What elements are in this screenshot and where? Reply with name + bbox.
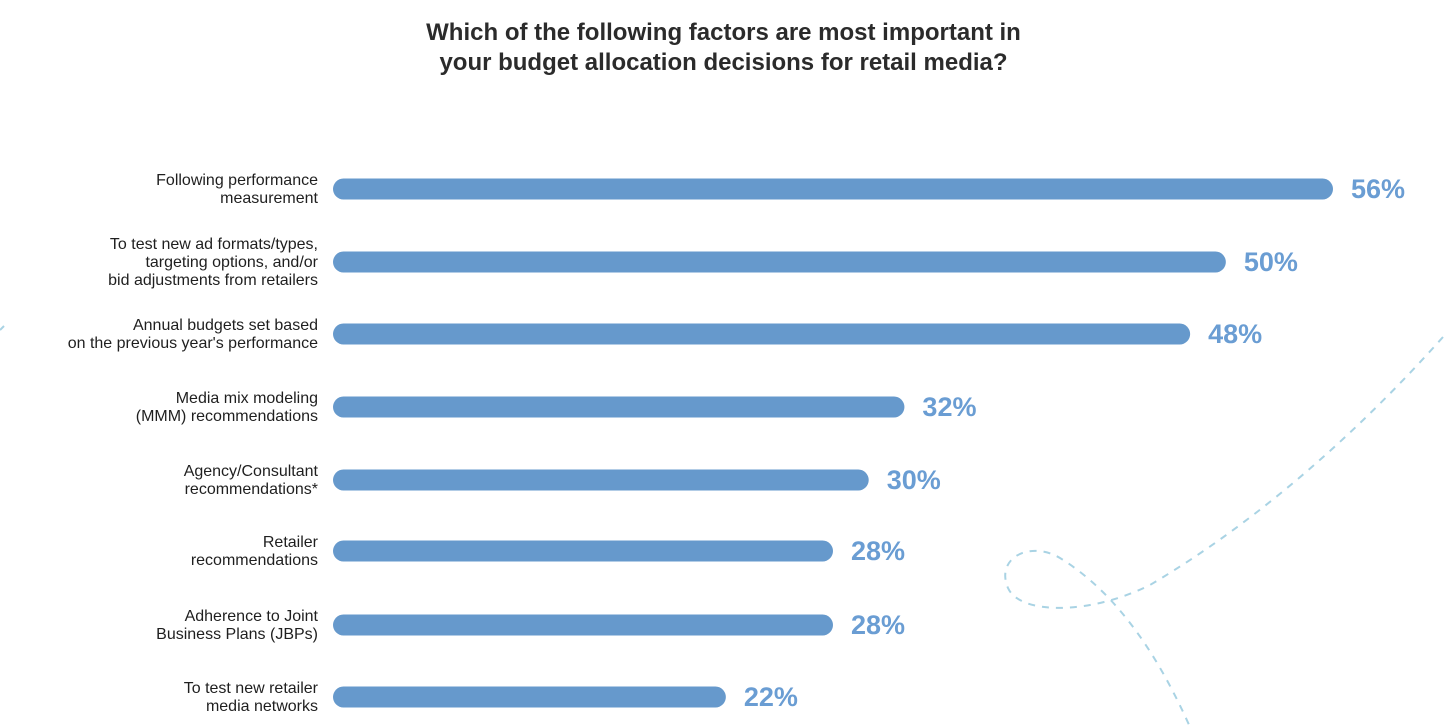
bar-4 <box>333 396 905 418</box>
value-label-3: 48% <box>1208 319 1262 349</box>
category-label-4: Media mix modeling (MMM) recommendations <box>136 390 318 425</box>
chart-title-line-2: your budget allocation decisions for ret… <box>439 49 1008 76</box>
category-label-6-line-1: Retailer <box>263 534 319 551</box>
category-label-3-line-1: Annual budgets set based <box>133 317 318 334</box>
chart-title: Which of the following factors are most … <box>0 18 1447 78</box>
value-label-6: 28% <box>851 536 905 566</box>
category-label-2: To test new ad formats/types, targeting o… <box>108 236 319 289</box>
bar-8 <box>333 686 726 708</box>
value-label-8: 22% <box>744 682 798 712</box>
bar-6 <box>333 540 833 562</box>
value-label-5: 30% <box>887 465 941 495</box>
category-label-5-line-2: recommendations* <box>185 481 318 498</box>
bar-7 <box>333 614 833 636</box>
category-label-5: Agency/Consultant recommendations* <box>184 463 319 498</box>
category-label-3: Annual budgets set based on the previous … <box>68 317 318 352</box>
category-label-3-line-2: on the previous year's performance <box>68 335 318 352</box>
bar-3 <box>333 323 1191 345</box>
chart-title-line-1: Which of the following factors are most … <box>426 19 1021 46</box>
bar-2 <box>333 251 1226 273</box>
category-label-1-line-1: Following performance <box>156 172 318 189</box>
category-label-4-line-1: Media mix modeling <box>176 390 318 407</box>
category-label-5-line-1: Agency/Consultant <box>184 463 319 480</box>
category-label-7-line-2: Business Plans (JBPs) <box>156 626 318 643</box>
value-label-4: 32% <box>922 392 976 422</box>
value-label-2: 50% <box>1244 247 1298 277</box>
category-label-2-line-2: targeting options, and/or <box>145 254 318 271</box>
category-label-7: Adherence to Joint Business Plans (JBPs) <box>156 608 318 643</box>
value-label-1: 56% <box>1351 174 1405 204</box>
category-label-1: Following performance measurement <box>156 172 318 207</box>
category-label-1-line-2: measurement <box>220 190 318 207</box>
category-label-8-line-2: media networks <box>206 698 318 715</box>
category-label-8: To test new retailer media networks <box>184 680 319 715</box>
category-label-2-line-3: bid adjustments from retailers <box>108 272 318 289</box>
decorative-dashed-curve <box>0 325 1444 727</box>
category-label-6-line-2: recommendations <box>191 552 318 569</box>
category-label-2-line-1: To test new ad formats/types, <box>110 236 318 253</box>
category-label-4-line-2: (MMM) recommendations <box>136 408 318 425</box>
category-label-6: Retailer recommendations <box>191 534 319 569</box>
bar-5 <box>333 469 869 491</box>
bars-layer: 56% Following performance measurement 50% To… <box>68 172 1405 715</box>
value-label-7: 28% <box>851 610 905 640</box>
bar-1 <box>333 178 1333 200</box>
category-label-8-line-1: To test new retailer <box>184 680 319 697</box>
category-label-7-line-1: Adherence to Joint <box>185 608 319 625</box>
